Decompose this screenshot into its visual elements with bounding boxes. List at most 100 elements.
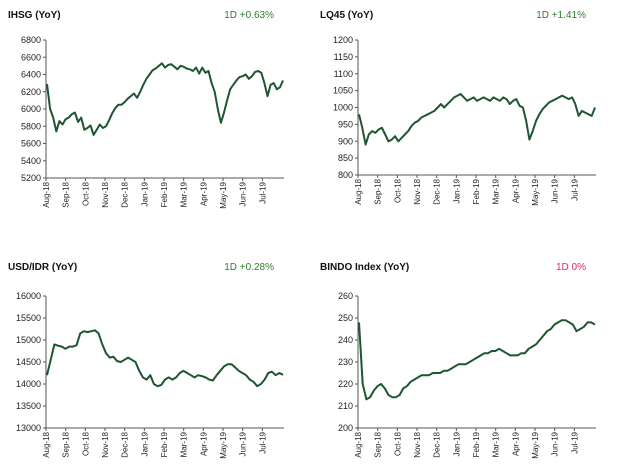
x-tick-label: Jun-19 — [551, 178, 560, 203]
x-tick-label: May-19 — [219, 181, 228, 208]
ihsg-chart-panel: 5200 5400 5600 5800 6000 6200 6400 6600 6800 Aug-… — [0, 0, 312, 236]
y-tick-label: 6000 — [21, 104, 41, 114]
lq45-chart: 800 850 900 950 1000 1050 1100 1150 1200 Aug-18 Se… — [333, 35, 596, 206]
x-tick-label: Feb-19 — [472, 178, 481, 204]
y-tick-label: 240 — [338, 335, 353, 345]
y-tick-label: 14000 — [16, 379, 41, 389]
x-tick-label: Dec-18 — [433, 431, 442, 457]
y-tick-label: 1150 — [334, 52, 353, 62]
x-tick-label: Dec-18 — [121, 181, 130, 207]
x-tick-label: Oct-18 — [81, 431, 90, 456]
x-tick-label: Oct-18 — [393, 178, 402, 203]
series-line — [46, 62, 284, 136]
y-tick-label: 200 — [338, 423, 353, 433]
x-tick-label: Sep-18 — [62, 431, 71, 457]
y-tick-label: 850 — [338, 153, 353, 163]
x-tick-label: Dec-18 — [121, 431, 130, 457]
y-tick-label: 6800 — [21, 35, 41, 45]
lq45-daily-change: 1D +1.41% — [536, 10, 586, 21]
x-tick-label: Jul-19 — [258, 431, 267, 453]
y-tick-label: 6400 — [21, 70, 41, 80]
x-tick-label: Jan-19 — [140, 181, 149, 206]
x-tick-label: May-19 — [531, 431, 540, 458]
x-tick-label: Dec-18 — [433, 178, 442, 204]
y-tick-label: 13500 — [16, 401, 41, 411]
y-tick-label: 6200 — [21, 87, 41, 97]
y-tick-label: 5400 — [21, 156, 41, 166]
x-tick-label: Mar-19 — [180, 181, 189, 207]
y-tick-label: 1050 — [333, 86, 353, 96]
lq45-chart-panel: 800 850 900 950 1000 1050 1100 1150 1200 Aug-18 Se… — [312, 0, 624, 236]
y-tick-label: 6600 — [21, 52, 41, 62]
y-tick-label: 15000 — [16, 335, 41, 345]
y-tick-label: 210 — [338, 401, 353, 411]
x-tick-label: Sep-18 — [374, 178, 383, 204]
y-tick-label: 5600 — [21, 139, 41, 149]
x-tick-label: Jul-19 — [570, 431, 579, 453]
x-tick-label: Mar-19 — [492, 178, 501, 204]
y-tick-label: 1100 — [334, 69, 353, 79]
bindo-daily-change: 1D 0% — [555, 262, 586, 273]
y-tick-label: 5800 — [21, 121, 41, 131]
x-tick-label: Jan-19 — [452, 431, 461, 456]
series-line — [46, 329, 284, 388]
x-tick-label: Feb-19 — [472, 431, 481, 457]
x-tick-label: Apr-19 — [199, 181, 208, 206]
y-tick-label: 13000 — [16, 423, 41, 433]
x-tick-label: Aug-18 — [354, 431, 363, 457]
x-tick-label: Jun-19 — [239, 181, 248, 206]
x-tick-label: Apr-19 — [199, 431, 208, 456]
x-tick-label: Jul-19 — [570, 178, 579, 200]
bindo-chart-panel: 200 210 220 230 240 250 260 Aug-18 Sep-18 Oct-18 N… — [312, 236, 624, 472]
x-tick-label: Oct-18 — [81, 181, 90, 206]
lq45-chart-title: LQ45 (YoY) — [320, 10, 374, 21]
x-tick-label: Jul-19 — [258, 181, 267, 203]
x-tick-label: Feb-19 — [160, 431, 169, 457]
series-line — [358, 93, 596, 146]
y-tick-label: 260 — [338, 291, 353, 301]
x-tick-label: Sep-18 — [374, 431, 383, 457]
y-tick-label: 250 — [338, 313, 353, 323]
x-tick-label: Aug-18 — [354, 178, 363, 204]
x-tick-label: Jun-19 — [239, 431, 248, 456]
ihsg-daily-change: 1D +0.63% — [224, 10, 274, 21]
ihsg-chart: 5200 5400 5600 5800 6000 6200 6400 6600 6800 Aug-… — [21, 35, 284, 209]
y-tick-label: 5200 — [21, 173, 41, 183]
x-tick-label: Nov-18 — [413, 431, 422, 457]
y-tick-label: 1000 — [333, 103, 353, 113]
y-tick-label: 220 — [338, 379, 353, 389]
y-tick-label: 950 — [338, 119, 353, 129]
x-tick-label: Jan-19 — [452, 178, 461, 203]
x-tick-label: Feb-19 — [160, 181, 169, 207]
x-tick-label: Oct-18 — [393, 431, 402, 456]
y-tick-label: 16000 — [16, 291, 41, 301]
bindo-chart: 200 210 220 230 240 250 260 Aug-18 Sep-18 Oct-18 N… — [338, 291, 596, 459]
x-tick-label: Sep-18 — [62, 181, 71, 207]
bindo-chart-title: BINDO Index (YoY) — [320, 262, 410, 273]
usdidr-chart-title: USD/IDR (YoY) — [8, 262, 78, 273]
y-tick-label: 15500 — [16, 313, 41, 323]
y-tick-label: 230 — [338, 357, 353, 367]
series-line — [358, 319, 596, 401]
usdidr-chart-panel: 13000 13500 14000 14500 15000 15500 16000 Aug-1… — [0, 236, 312, 472]
x-tick-label: Nov-18 — [101, 181, 110, 207]
y-tick-label: 1200 — [333, 35, 353, 45]
x-tick-label: Apr-19 — [511, 178, 520, 203]
y-tick-label: 800 — [338, 170, 353, 180]
x-tick-label: Aug-18 — [42, 431, 51, 457]
x-tick-label: Apr-19 — [511, 431, 520, 456]
x-tick-label: Nov-18 — [101, 431, 110, 457]
x-tick-label: May-19 — [531, 178, 540, 205]
usdidr-daily-change: 1D +0.28% — [224, 262, 274, 273]
y-tick-label: 14500 — [16, 357, 41, 367]
x-tick-label: Nov-18 — [413, 178, 422, 204]
ihsg-chart-title: IHSG (YoY) — [8, 10, 61, 21]
x-tick-label: Jun-19 — [551, 431, 560, 456]
y-tick-label: 900 — [338, 136, 353, 146]
x-tick-label: Jan-19 — [140, 431, 149, 456]
x-tick-label: Aug-18 — [42, 181, 51, 207]
x-tick-label: Mar-19 — [492, 431, 501, 457]
x-tick-label: May-19 — [219, 431, 228, 458]
x-tick-label: Mar-19 — [180, 431, 189, 457]
usdidr-chart: 13000 13500 14000 14500 15000 15500 16000 Aug-1… — [16, 291, 284, 459]
